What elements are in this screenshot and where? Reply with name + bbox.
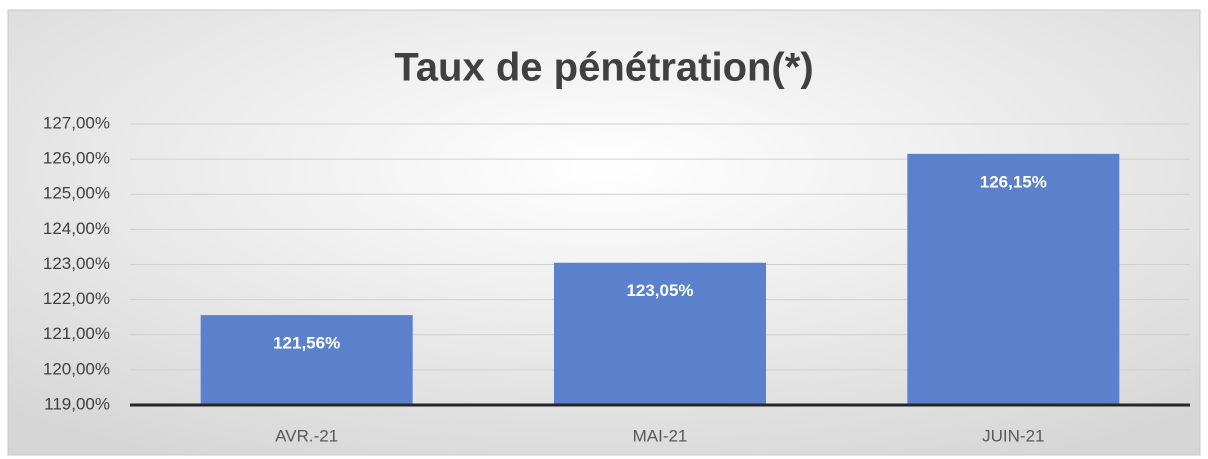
y-tick-label: 124,00%: [43, 219, 110, 238]
y-tick-label: 121,00%: [43, 324, 110, 343]
x-tick-label: AVR.-21: [275, 426, 338, 445]
bar: [200, 315, 413, 405]
x-tick-label: JUIN-21: [982, 426, 1044, 445]
bar: [554, 262, 766, 405]
x-tick-label: MAI-21: [633, 426, 688, 445]
y-tick-label: 119,00%: [44, 394, 110, 413]
y-tick-label: 122,00%: [43, 289, 110, 308]
y-tick-label: 123,00%: [43, 254, 110, 273]
y-tick-label: 125,00%: [43, 184, 110, 203]
data-label: 121,56%: [273, 334, 340, 353]
data-label: 123,05%: [626, 281, 693, 300]
y-tick-label: 120,00%: [43, 359, 110, 378]
y-tick-label: 126,00%: [43, 149, 110, 168]
bar: [907, 153, 1120, 405]
y-tick-label: 127,00%: [43, 113, 110, 132]
chart-title: Taux de pénétration(*): [394, 46, 813, 90]
data-label: 126,15%: [980, 172, 1047, 191]
